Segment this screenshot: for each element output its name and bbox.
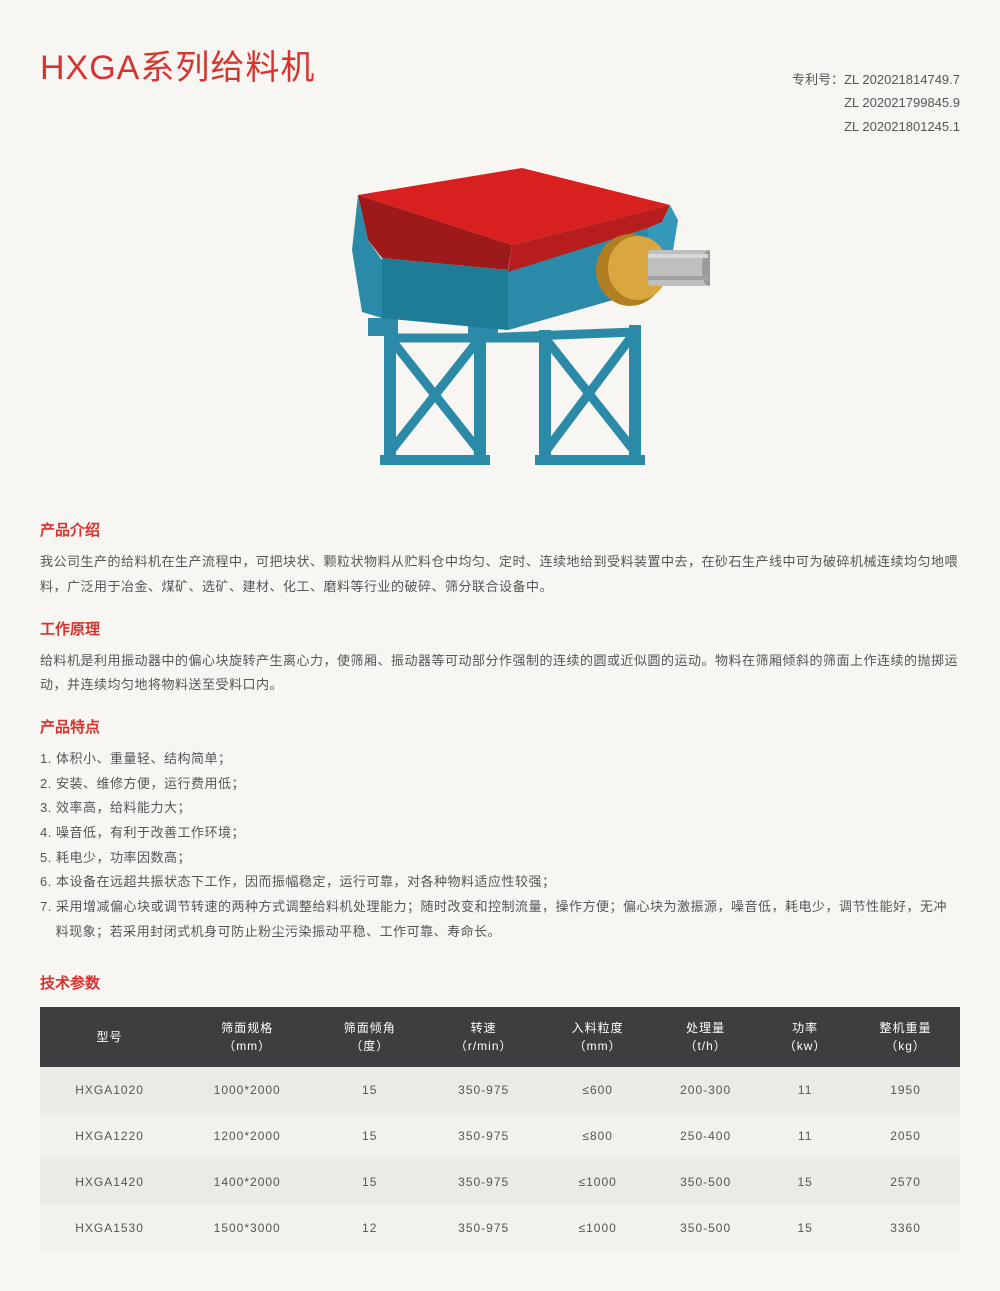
table-cell: 350-975 xyxy=(424,1113,543,1159)
table-cell: 1000*2000 xyxy=(179,1067,315,1113)
feature-item: 7. 采用增减偏心块或调节转速的两种方式调整给料机处理能力；随时改变和控制流量，… xyxy=(40,895,960,944)
table-cell: 3360 xyxy=(851,1205,960,1251)
table-row: HXGA14201400*200015350-975≤1000350-50015… xyxy=(40,1159,960,1205)
principle-body: 给料机是利用振动器中的偏心块旋转产生离心力，使筛厢、振动器等可动部分作强制的连续… xyxy=(40,649,960,698)
tech-params-table: 型号筛面规格（mm）筛面倾角（度）转速（r/min）入料粒度（mm）处理量（t/… xyxy=(40,1007,960,1251)
table-cell: 1200*2000 xyxy=(179,1113,315,1159)
table-cell: 12 xyxy=(315,1205,424,1251)
table-header-cell: 筛面倾角（度） xyxy=(315,1007,424,1067)
table-row: HXGA10201000*200015350-975≤600200-300111… xyxy=(40,1067,960,1113)
table-cell: 15 xyxy=(759,1205,851,1251)
table-cell: 11 xyxy=(759,1113,851,1159)
frame-legs xyxy=(368,318,645,465)
table-cell: 2570 xyxy=(851,1159,960,1205)
feature-item: 5. 耗电少，功率因数高； xyxy=(40,846,960,871)
table-cell: ≤800 xyxy=(543,1113,652,1159)
table-cell: 1950 xyxy=(851,1067,960,1113)
table-header-cell: 型号 xyxy=(40,1007,179,1067)
table-header-cell: 功率（kw） xyxy=(759,1007,851,1067)
feeder-machine-svg xyxy=(290,150,710,490)
table-body: HXGA10201000*200015350-975≤600200-300111… xyxy=(40,1067,960,1251)
table-header-row: 型号筛面规格（mm）筛面倾角（度）转速（r/min）入料粒度（mm）处理量（t/… xyxy=(40,1007,960,1067)
product-illustration xyxy=(40,150,960,495)
table-row: HXGA15301500*300012350-975≤1000350-50015… xyxy=(40,1205,960,1251)
table-cell: 11 xyxy=(759,1067,851,1113)
table-cell: 350-975 xyxy=(424,1067,543,1113)
table-cell: ≤600 xyxy=(543,1067,652,1113)
table-cell: ≤1000 xyxy=(543,1159,652,1205)
patent-line-0: 专利号：ZL 202021814749.7 xyxy=(792,68,960,91)
section-title-tech: 技术参数 xyxy=(40,972,960,993)
feature-item: 3. 效率高，给料能力大； xyxy=(40,796,960,821)
table-cell: 350-975 xyxy=(424,1159,543,1205)
table-cell: 1500*3000 xyxy=(179,1205,315,1251)
section-title-features: 产品特点 xyxy=(40,716,960,737)
table-row: HXGA12201200*200015350-975≤800250-400112… xyxy=(40,1113,960,1159)
table-cell: HXGA1420 xyxy=(40,1159,179,1205)
section-title-intro: 产品介绍 xyxy=(40,519,960,540)
table-cell: 350-500 xyxy=(652,1159,759,1205)
table-cell: 200-300 xyxy=(652,1067,759,1113)
patent-number-0: ZL 202021814749.7 xyxy=(844,72,960,87)
header: HXGA系列给料机 专利号：ZL 202021814749.7 ZL 20202… xyxy=(40,40,960,138)
table-cell: 15 xyxy=(315,1113,424,1159)
table-cell: 350-500 xyxy=(652,1205,759,1251)
table-header-cell: 整机重量（kg） xyxy=(851,1007,960,1067)
feature-item: 6. 本设备在远超共振状态下工作，因而振幅稳定，运行可靠，对各种物料适应性较强； xyxy=(40,870,960,895)
features-list: 1. 体积小、重量轻、结构简单；2. 安装、维修方便，运行费用低；3. 效率高，… xyxy=(40,747,960,945)
motor xyxy=(596,234,710,306)
patent-number-2: ZL 202021801245.1 xyxy=(792,115,960,138)
table-cell: ≤1000 xyxy=(543,1205,652,1251)
intro-body: 我公司生产的给料机在生产流程中，可把块状、颗粒状物料从贮料仓中均匀、定时、连续地… xyxy=(40,550,960,599)
table-header-cell: 处理量（t/h） xyxy=(652,1007,759,1067)
table-cell: HXGA1220 xyxy=(40,1113,179,1159)
table-header-cell: 转速（r/min） xyxy=(424,1007,543,1067)
table-cell: 2050 xyxy=(851,1113,960,1159)
feature-item: 2. 安装、维修方便，运行费用低； xyxy=(40,772,960,797)
table-cell: 15 xyxy=(759,1159,851,1205)
table-cell: 350-975 xyxy=(424,1205,543,1251)
patent-label: 专利号： xyxy=(792,72,844,87)
page-title: HXGA系列给料机 xyxy=(40,40,315,89)
feature-item: 4. 噪音低，有利于改善工作环境； xyxy=(40,821,960,846)
table-cell: 250-400 xyxy=(652,1113,759,1159)
table-cell: 15 xyxy=(315,1159,424,1205)
table-cell: 1400*2000 xyxy=(179,1159,315,1205)
table-header-cell: 入料粒度（mm） xyxy=(543,1007,652,1067)
table-cell: HXGA1020 xyxy=(40,1067,179,1113)
feature-item: 1. 体积小、重量轻、结构简单； xyxy=(40,747,960,772)
table-cell: 15 xyxy=(315,1067,424,1113)
patent-number-1: ZL 202021799845.9 xyxy=(792,91,960,114)
table-cell: HXGA1530 xyxy=(40,1205,179,1251)
table-header-cell: 筛面规格（mm） xyxy=(179,1007,315,1067)
section-title-principle: 工作原理 xyxy=(40,618,960,639)
patent-block: 专利号：ZL 202021814749.7 ZL 202021799845.9 … xyxy=(792,68,960,138)
